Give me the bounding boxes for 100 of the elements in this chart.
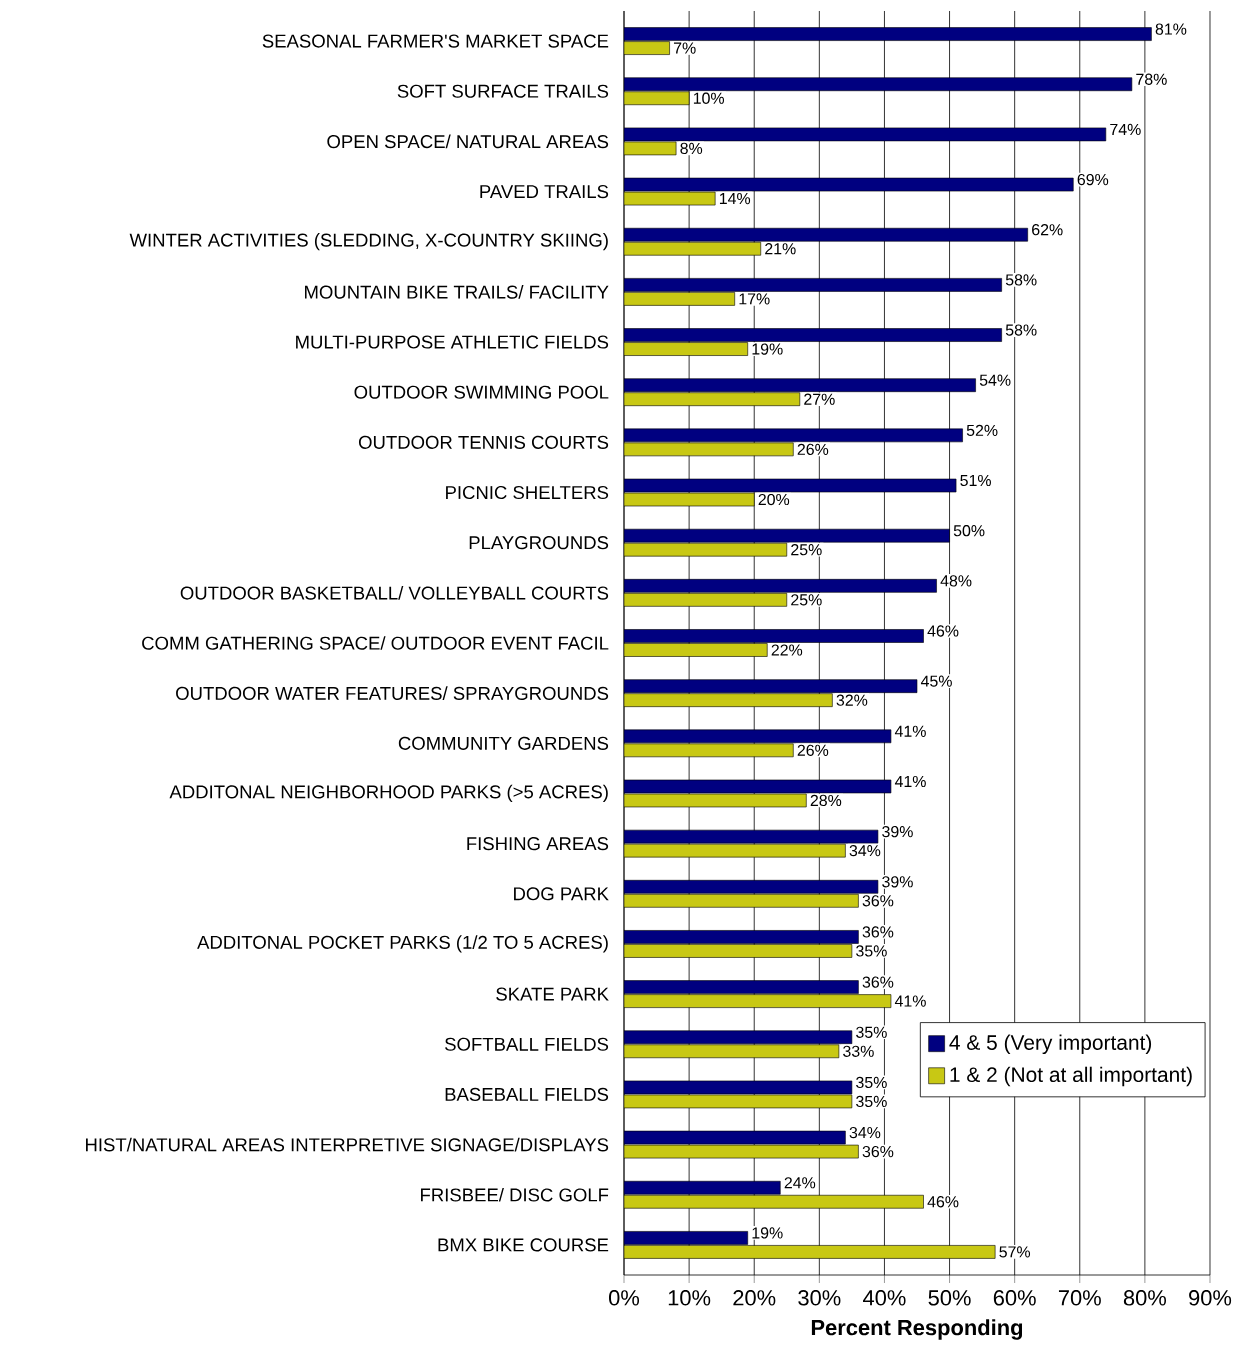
bar (624, 994, 892, 1008)
y-tick-label: COMM GATHERING SPACE/ OUTDOOR EVENT FACIL (142, 636, 609, 650)
data-label: 69% (1077, 173, 1109, 186)
y-tick-label: ADDITONAL NEIGHBORHOOD PARKS (>5 ACRES) (169, 784, 608, 803)
y-tick-label: BMX BIKE COURSE (438, 1238, 609, 1252)
data-label: 51% (960, 474, 991, 487)
y-tick-label: HIST/NATURAL AREAS INTERPRETIVE SIGNAGE/DISPLAYS (86, 1137, 609, 1152)
bar (624, 392, 801, 406)
bar (624, 643, 768, 657)
data-label: 35% (856, 1076, 887, 1089)
data-label: 7% (673, 42, 696, 54)
x-tick-label: 90% (1189, 1290, 1232, 1306)
y-tick-label: PICNIC SHELTERS (446, 485, 609, 500)
data-label: 21% (765, 243, 796, 255)
y-tick-label: SKATE PARK (496, 987, 609, 1001)
y-tick-label: COMMUNITY GARDENS (398, 736, 609, 750)
data-label: 22% (771, 644, 803, 656)
data-label: 58% (1005, 324, 1037, 336)
data-label: 25% (791, 594, 822, 606)
data-label: 34% (849, 844, 881, 857)
data-label: 35% (856, 1026, 887, 1038)
y-tick-label: FISHING AREAS (467, 837, 609, 851)
x-tick-label: 80% (1123, 1290, 1167, 1306)
bar (624, 893, 859, 908)
bar (624, 679, 918, 693)
x-tick-label: 40% (863, 1290, 906, 1306)
y-tick-label: OUTDOOR TENNIS COURTS (358, 435, 609, 449)
x-tick-label: 10% (668, 1290, 711, 1306)
data-label: 24% (784, 1177, 816, 1189)
data-label: 25% (791, 544, 822, 556)
bar (624, 1231, 749, 1245)
bar (624, 879, 879, 894)
data-label: 50% (953, 525, 985, 537)
data-label: 48% (940, 575, 972, 587)
data-label: 36% (862, 895, 894, 907)
bar (624, 1194, 924, 1209)
bar (624, 629, 924, 643)
y-tick-label: OUTDOOR WATER FEATURES/ SPRAYGROUNDS (176, 686, 609, 700)
data-label: 52% (966, 424, 998, 436)
bar (624, 227, 1028, 242)
data-label: 19% (752, 1227, 783, 1239)
data-label: 33% (843, 1045, 874, 1057)
x-tick-label: 30% (798, 1290, 841, 1306)
bar (624, 593, 788, 607)
y-tick-label: SOFT SURFACE TRAILS (397, 84, 609, 98)
data-label: 39% (882, 825, 913, 838)
data-label: 81% (1155, 23, 1187, 35)
bar (624, 77, 1133, 92)
data-label: 78% (1136, 73, 1167, 85)
data-label: 58% (1005, 274, 1037, 286)
data-label: 34% (849, 1126, 881, 1139)
bar (624, 278, 1002, 292)
y-tick-label: BASEBALL FIELDS (445, 1087, 609, 1101)
y-tick-label: ADDITONAL POCKET PARKS (1/2 TO 5 ACRES) (197, 935, 608, 953)
data-label: 57% (999, 1246, 1031, 1258)
data-label: 8% (680, 142, 703, 155)
data-label: 62% (1032, 224, 1063, 236)
data-label: 46% (927, 625, 959, 637)
bar (624, 342, 749, 356)
bar (624, 528, 950, 543)
data-label: 28% (810, 794, 842, 807)
y-tick-label: SOFTBALL FIELDS (445, 1037, 609, 1051)
y-tick-label: MOUNTAIN BIKE TRAILS/ FACILITY (305, 285, 609, 299)
bar (624, 1245, 996, 1259)
y-tick-label: OUTDOOR BASKETBALL/ VOLLEYBALL COURTS (180, 586, 609, 600)
bar (624, 241, 762, 256)
legend-label: 4 & 5 (Very important) (949, 1034, 1152, 1055)
data-label: 26% (797, 443, 829, 455)
bar (624, 542, 788, 557)
bar (624, 579, 937, 593)
y-tick-label: PAVED TRAILS (480, 185, 609, 199)
data-label: 32% (836, 694, 868, 706)
bar (624, 729, 892, 744)
y-tick-label: OPEN SPACE/ NATURAL AREAS (327, 134, 609, 149)
data-label: 41% (894, 775, 926, 788)
data-label: 20% (758, 493, 790, 506)
bar (624, 930, 859, 944)
y-tick-label: OUTDOOR SWIMMING POOL (354, 385, 609, 399)
bar (624, 693, 833, 707)
y-tick-label: FRISBEE/ DISC GOLF (421, 1187, 609, 1202)
bar (624, 292, 735, 306)
data-label: 14% (719, 192, 751, 205)
data-label: 41% (894, 725, 926, 737)
x-axis-title: Percent Responding (811, 1319, 1023, 1340)
data-label: 36% (862, 976, 894, 988)
x-tick-label: 60% (993, 1290, 1036, 1306)
y-tick-label: WINTER ACTIVITIES (SLEDDING, X-COUNTRY SKIING) (129, 233, 608, 251)
bar (624, 944, 853, 958)
bar (624, 1030, 853, 1045)
bar (624, 980, 859, 994)
data-label: 27% (804, 393, 835, 405)
y-tick-label: SEASONAL FARMER'S MARKET SPACE (262, 34, 609, 48)
bar (624, 743, 794, 758)
data-label: 39% (882, 876, 913, 888)
data-label: 45% (920, 675, 952, 687)
bar (624, 378, 976, 392)
bar (624, 328, 1002, 342)
y-tick-label: PLAYGROUNDS (469, 536, 609, 550)
x-tick-label: 20% (733, 1290, 776, 1306)
data-label: 36% (862, 1145, 894, 1158)
